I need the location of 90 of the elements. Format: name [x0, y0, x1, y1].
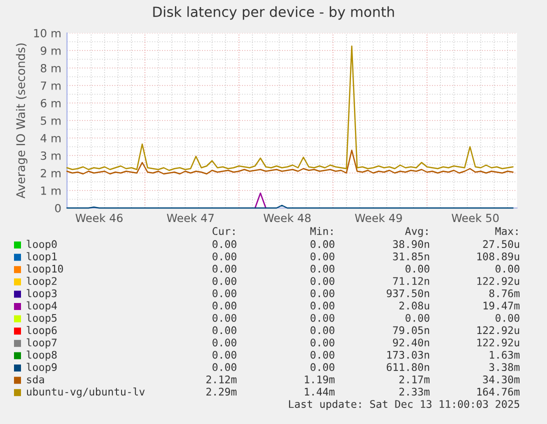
legend-label: loop2	[26, 276, 56, 287]
text: 38.90n	[393, 240, 430, 248]
text: 0.00	[310, 252, 334, 260]
text: 0.00	[212, 326, 236, 334]
text: 19.47m	[484, 302, 520, 310]
text: 0.00	[212, 240, 236, 248]
text: 2.12m	[206, 375, 237, 384]
text: 0.00	[310, 277, 334, 285]
text: 71.12n	[393, 277, 430, 285]
text: 0.00	[212, 350, 236, 359]
text: 0.00	[406, 314, 430, 322]
text: 2.33m	[399, 388, 430, 396]
legend-label: loop5	[26, 314, 57, 324]
text: 122.92u	[477, 338, 520, 346]
y-tick-label: 9 m	[40, 46, 60, 55]
text: 31.85n	[393, 252, 430, 260]
text: 1.44m	[304, 388, 335, 396]
legend-label: loop9	[26, 362, 57, 374]
legend-label: ubuntu-vg/ubuntu-lv	[26, 387, 145, 398]
x-tick-label: Week 46	[76, 214, 123, 222]
text: 173.03n	[387, 350, 430, 359]
legend-label: loop1	[26, 252, 57, 262]
y-tick-label: 2 m	[40, 168, 60, 178]
text: Min:	[310, 226, 332, 235]
text: 92.40n	[393, 338, 430, 346]
text: 0.00	[310, 240, 334, 248]
text: 937.50n	[386, 289, 430, 298]
text: Last update: Sat Dec 13 11:00:03 2025	[289, 400, 520, 410]
y-tick-label: 7 m	[40, 82, 60, 90]
text: 1.19m	[304, 375, 335, 384]
y-tick-label: 5 m	[40, 116, 60, 125]
x-tick-label: Week 47	[166, 214, 214, 222]
legend-label: loop6	[26, 326, 57, 336]
text: 2.08u	[399, 302, 430, 310]
y-tick-label: 8 m	[40, 64, 60, 72]
legend-label: loop3	[26, 289, 57, 300]
text: 8.76m	[489, 289, 520, 298]
text: Max:	[495, 227, 518, 236]
x-tick-label: Week 48	[264, 214, 311, 222]
text: 2.29m	[206, 388, 237, 396]
legend-label: loop4	[26, 301, 57, 312]
text: 611.80n	[386, 363, 430, 372]
line-series	[66, 150, 514, 174]
x-tick-label: Week 49	[354, 214, 402, 222]
text: 0.00	[212, 302, 236, 310]
y-tick-label: 10 m	[34, 28, 60, 38]
y-tick-label: 4 m	[40, 134, 60, 142]
y-tick-label: 6 m	[40, 98, 60, 108]
text: 0.00	[310, 314, 334, 322]
text: 27.50u	[483, 240, 520, 248]
text: 1.63m	[490, 350, 520, 359]
text: 0.00	[310, 289, 334, 298]
text: 2.17m	[399, 375, 430, 384]
y-axis-title: Average IO Wait (seconds)	[16, 43, 28, 198]
text: 122.92u	[477, 277, 520, 285]
text: 0.00	[212, 363, 236, 372]
x-tick-label: Week 50	[452, 214, 499, 222]
line-series	[66, 46, 514, 171]
text: Avg:	[405, 227, 428, 238]
text: Cur:	[212, 227, 234, 236]
y-tick-label: 0	[55, 204, 61, 212]
text: 3.38m	[489, 363, 520, 372]
legend-label: loop10	[26, 264, 63, 275]
text: 0.00	[310, 302, 334, 310]
legend-label: loop8	[26, 350, 57, 361]
text: 0.00	[310, 363, 334, 372]
legend-label: loop7	[26, 338, 57, 348]
text: 0.00	[212, 277, 236, 285]
y-tick-label: 3 m	[40, 151, 60, 160]
text: 0.00	[310, 326, 334, 334]
legend-label: sda	[27, 375, 44, 384]
text: 122.92u	[477, 326, 520, 334]
text: 0.00	[212, 264, 236, 273]
text: 79.05n	[393, 326, 430, 334]
text: 0.00	[496, 264, 520, 273]
y-tick-label: 1 m	[41, 186, 60, 195]
text: 0.00	[212, 289, 236, 298]
text: 0.00	[310, 338, 334, 346]
text: 0.00	[212, 338, 236, 346]
legend-label: loop0	[26, 240, 57, 250]
text: 0.00	[310, 264, 334, 273]
text: 34.30m	[483, 375, 520, 384]
text: 0.00	[496, 314, 520, 322]
text: 164.76m	[477, 388, 520, 396]
text: 0.00	[406, 264, 430, 273]
text: 0.00	[310, 350, 334, 359]
text: 0.00	[212, 314, 236, 322]
text: 0.00	[212, 252, 236, 260]
chart-title: Disk latency per device - by month	[153, 6, 394, 20]
text: 108.89u	[477, 252, 520, 260]
